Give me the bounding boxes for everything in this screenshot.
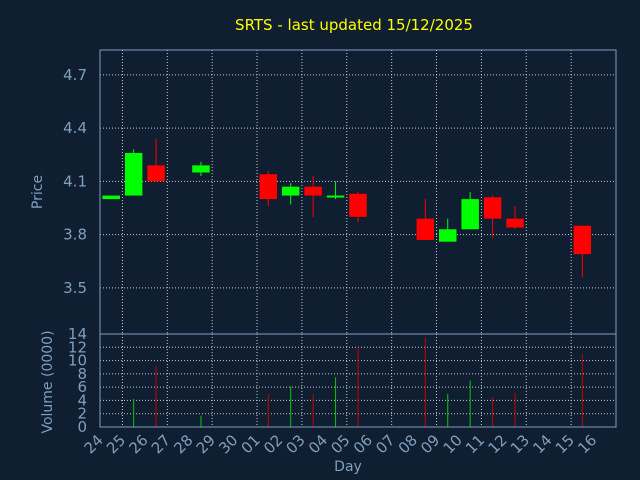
volume-y-tick: 6: [77, 378, 87, 396]
x-tick-labels: 2425262728293001020304050607080910111213…: [81, 431, 601, 457]
candle-body-26: [147, 165, 165, 182]
candle-body-11: [483, 197, 502, 219]
candle-body-09: [438, 229, 457, 242]
price-grid: [100, 50, 616, 334]
candle-body-15: [573, 225, 592, 255]
volume-y-tick: 2: [77, 405, 87, 423]
candle-body-05: [349, 193, 367, 217]
price-y-tick-labels: 3.5 3.8 4.1 4.4 4.7: [63, 66, 87, 297]
volume-y-tick: 14: [68, 325, 87, 343]
candle-body-28: [192, 165, 210, 173]
candle-body-02: [281, 186, 300, 196]
candle-body-25: [124, 152, 143, 196]
price-y-tick: 3.5: [63, 279, 87, 297]
candle-body-01: [259, 174, 278, 200]
volume-bars: [133, 337, 583, 427]
price-y-tick: 4.1: [63, 172, 87, 190]
candle-body-04: [326, 195, 345, 198]
price-y-tick: 3.8: [63, 226, 87, 244]
volume-y-tick: 0: [77, 418, 87, 436]
candle-body-12: [506, 218, 524, 228]
price-candles: [102, 138, 592, 278]
volume-y-tick: 4: [77, 391, 87, 409]
candle-body-24: [102, 195, 120, 200]
volume-y-tick: 8: [77, 365, 87, 383]
price-y-tick: 4.4: [63, 119, 87, 137]
price-y-tick: 4.7: [63, 66, 87, 84]
chart-title: SRTS - last updated 15/12/2025: [235, 16, 473, 34]
candle-body-08: [416, 218, 435, 240]
x-axis-label: Day: [334, 459, 362, 475]
price-axis-label: Price: [30, 175, 46, 209]
price-panel: 3.5 3.8 4.1 4.4 4.7 Price: [30, 49, 617, 335]
candle-body-10: [461, 199, 479, 230]
volume-axis-label: Volume (0000): [40, 330, 56, 433]
volume-frame: [99, 333, 617, 428]
volume-y-tick: 10: [68, 352, 87, 370]
volume-y-tick: 12: [68, 338, 87, 356]
candle-body-03: [304, 186, 322, 196]
